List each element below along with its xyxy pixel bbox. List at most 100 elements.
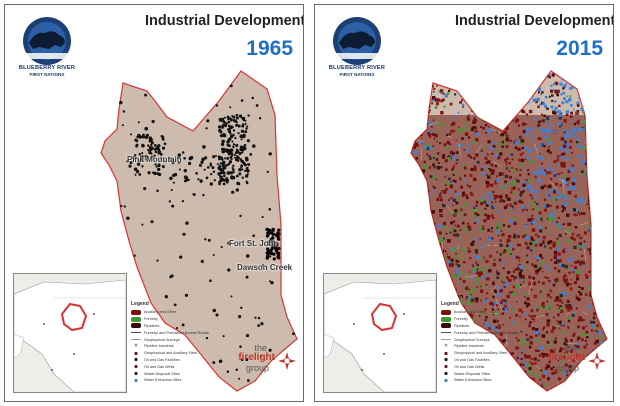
development-mark: [512, 292, 516, 296]
bison-logo-icon: [333, 17, 381, 65]
development-mark: [499, 110, 501, 112]
development-mark: [609, 296, 612, 299]
development-mark: [525, 186, 529, 190]
development-mark: [588, 167, 591, 170]
development-mark: [604, 248, 607, 251]
development-mark: [503, 383, 507, 387]
well-dot: [218, 359, 223, 364]
development-mark: [426, 153, 429, 156]
development-mark: [426, 146, 430, 150]
development-mark: [439, 213, 443, 218]
development-mark: [424, 84, 427, 88]
development-mark: [529, 335, 533, 340]
development-mark: [545, 313, 549, 317]
place-label-fort-st-john: Fort St. John: [229, 239, 279, 248]
development-mark: [476, 132, 480, 136]
development-mark: [436, 197, 440, 201]
development-mark: [601, 202, 604, 205]
development-mark: [480, 387, 484, 390]
development-mark: [476, 286, 479, 288]
well-dot: [150, 143, 153, 147]
development-mark: [501, 108, 504, 111]
development-mark: [498, 258, 502, 262]
development-mark: [484, 322, 488, 327]
well-dot: [222, 132, 226, 136]
development-mark: [471, 126, 474, 130]
development-mark: [449, 184, 453, 189]
development-mark: [528, 345, 532, 349]
development-mark: [551, 217, 555, 221]
development-mark: [552, 327, 555, 331]
well-dot: [245, 127, 248, 130]
development-mark: [453, 274, 458, 279]
development-mark: [481, 171, 485, 176]
development-mark: [458, 144, 461, 147]
development-mark: [486, 174, 488, 176]
development-mark: [467, 115, 469, 118]
development-mark: [561, 101, 565, 105]
development-mark: [512, 248, 515, 251]
development-mark: [413, 126, 417, 130]
development-mark: [588, 112, 592, 115]
well-dot: [238, 168, 242, 172]
development-mark: [561, 301, 564, 304]
development-mark: [563, 131, 566, 134]
development-mark: [564, 372, 568, 376]
development-mark: [562, 178, 566, 183]
development-mark: [462, 71, 466, 74]
development-mark: [570, 264, 573, 267]
development-mark: [475, 126, 478, 129]
development-mark: [479, 388, 481, 390]
development-mark: [535, 334, 538, 337]
development-mark: [522, 235, 525, 238]
well-dot: [245, 157, 249, 162]
well-dot: [246, 379, 250, 382]
development-mark: [559, 125, 562, 128]
well-dot: [154, 163, 157, 166]
development-mark: [469, 300, 471, 303]
development-mark: [554, 337, 557, 340]
development-mark: [473, 118, 477, 123]
development-mark: [560, 93, 563, 96]
well-dot: [172, 181, 175, 184]
development-mark: [501, 145, 504, 148]
development-mark: [487, 175, 491, 179]
development-mark: [599, 312, 601, 314]
well-dot: [169, 275, 172, 279]
development-mark: [520, 358, 523, 360]
development-mark: [497, 149, 500, 151]
well-dot: [182, 232, 186, 236]
development-mark: [552, 366, 555, 369]
development-mark: [441, 215, 443, 218]
development-mark: [490, 325, 494, 330]
development-mark: [567, 308, 571, 312]
development-mark: [483, 107, 487, 111]
development-mark: [414, 89, 418, 94]
development-mark: [440, 393, 444, 397]
development-mark: [584, 293, 588, 296]
development-mark: [450, 197, 453, 200]
well-dot: [271, 236, 275, 240]
development-mark: [515, 105, 518, 108]
development-mark: [611, 111, 613, 115]
well-dot: [163, 142, 167, 146]
well-dot: [181, 199, 185, 203]
development-mark: [422, 97, 426, 101]
development-mark: [547, 217, 552, 221]
development-mark: [562, 207, 566, 211]
development-mark: [556, 319, 558, 322]
well-dot: [150, 141, 154, 145]
development-mark: [459, 278, 462, 281]
legend-symbol: [441, 377, 451, 383]
development-mark: [507, 156, 510, 158]
development-mark: [455, 139, 457, 142]
development-mark: [576, 277, 580, 281]
development-mark: [560, 172, 563, 174]
development-mark: [536, 202, 539, 205]
development-mark: [527, 185, 532, 189]
development-mark: [569, 177, 571, 180]
development-mark: [519, 191, 524, 195]
development-mark: [553, 174, 556, 177]
development-mark: [505, 184, 508, 187]
development-mark: [558, 122, 562, 126]
